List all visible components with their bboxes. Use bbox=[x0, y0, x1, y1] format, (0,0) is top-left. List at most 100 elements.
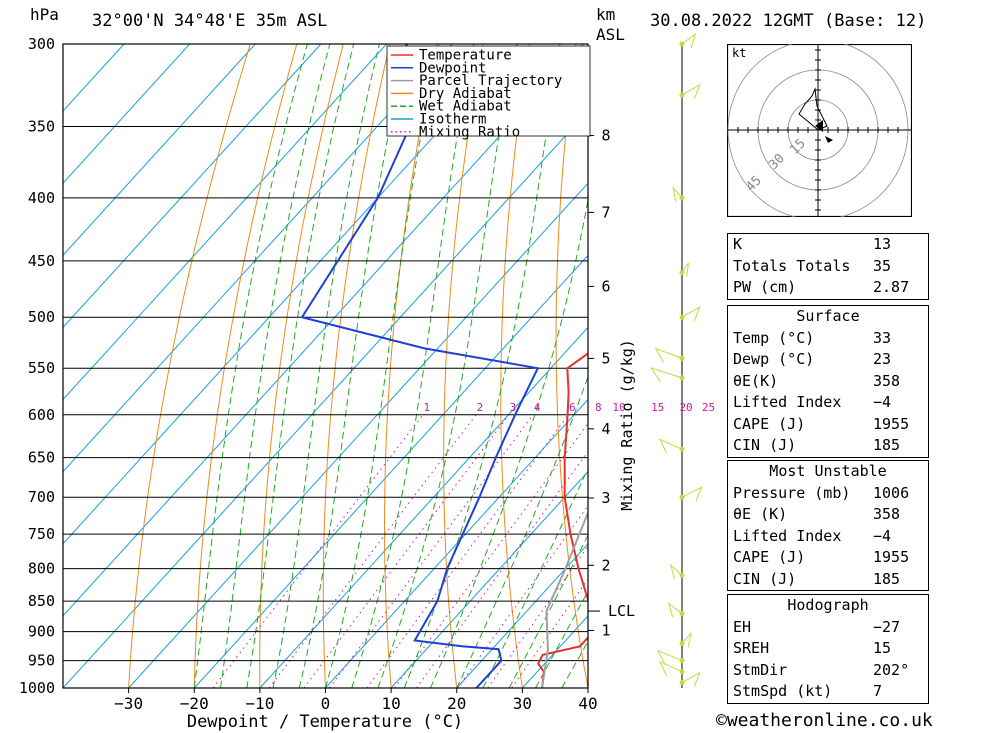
stat-value: 185 bbox=[873, 569, 901, 588]
legend-entry: Parcel Trajectory bbox=[419, 73, 562, 89]
stat-value: 7 bbox=[873, 682, 883, 700]
wind-barb bbox=[667, 602, 683, 618]
y-tick-label: 300 bbox=[28, 35, 55, 53]
km-tick-label: 2 bbox=[601, 556, 610, 574]
dewpoint-line bbox=[300, 44, 540, 688]
wind-barb bbox=[681, 631, 692, 648]
datetime-label: 30.08.2022 12GMT (Base: 12) bbox=[650, 11, 927, 31]
stat-label: Pressure (mb) bbox=[733, 483, 851, 502]
dry-adiabat-line bbox=[995, 44, 1000, 688]
mixing-ratio-line bbox=[329, 414, 534, 688]
dry-adiabat-line bbox=[193, 44, 298, 688]
hodograph-unit-label: kt bbox=[732, 46, 746, 60]
surface-table: Surface Temp (°C) 33 Dewp (°C) 23 θE(K) 358 Li… bbox=[727, 305, 929, 458]
wind-level-dot bbox=[679, 572, 685, 578]
most-unstable-title: Most Unstable bbox=[769, 462, 887, 480]
stat-row: CIN (J) 185 bbox=[728, 435, 928, 457]
stat-value: 23 bbox=[873, 350, 892, 368]
isotherm-line bbox=[63, 44, 387, 401]
y-tick-label: 400 bbox=[28, 189, 55, 207]
y-tick-label: 500 bbox=[28, 308, 55, 326]
stat-label: StmSpd (kt) bbox=[733, 682, 833, 700]
copyright-link[interactable]: ©weatheronline.co.uk bbox=[716, 710, 933, 731]
y-tick-label: 600 bbox=[28, 406, 55, 424]
isotherm-line bbox=[456, 543, 588, 688]
stat-row: CIN (J) 185 bbox=[728, 569, 928, 591]
km-tick-label: 7 bbox=[601, 203, 610, 221]
stat-row: StmSpd (kt) 7 bbox=[728, 681, 928, 703]
stat-value: 1955 bbox=[873, 548, 910, 566]
x-tick-label: −30 bbox=[114, 694, 143, 713]
x-tick-label: 40 bbox=[578, 694, 597, 713]
x-tick-label: 30 bbox=[513, 694, 532, 713]
stat-value: 202° bbox=[873, 660, 910, 679]
stat-row: CAPE (J) 1955 bbox=[728, 547, 928, 569]
legend-entry: Wet Adiabat bbox=[419, 99, 512, 115]
height-unit-asl: ASL bbox=[596, 25, 625, 44]
y-tick-label: 900 bbox=[28, 623, 55, 641]
mixing-ratio-label: 15 bbox=[651, 401, 664, 414]
stat-label: CIN (J) bbox=[733, 569, 797, 588]
stat-row: StmDir 202° bbox=[728, 660, 928, 682]
x-tick-label: 20 bbox=[447, 694, 466, 713]
parcel-trajectory-line bbox=[541, 510, 588, 688]
dry-adiabat-line bbox=[662, 44, 720, 688]
stat-row: PW (cm) 2.87 bbox=[728, 277, 928, 299]
stat-label: Totals Totals bbox=[733, 256, 851, 275]
wind-level-dot bbox=[679, 92, 685, 98]
wind-barb bbox=[681, 32, 697, 49]
stat-row: K 13 bbox=[728, 234, 928, 256]
wind-level-dot bbox=[679, 314, 685, 320]
stat-label: Lifted Index bbox=[733, 393, 842, 411]
stat-label: SREH bbox=[733, 639, 770, 657]
stat-row: Pressure (mb) 1006 bbox=[728, 483, 928, 505]
km-tick-label: 3 bbox=[601, 489, 610, 507]
km-tick-label: 1 bbox=[601, 621, 610, 639]
legend-entry: Dewpoint bbox=[419, 60, 486, 76]
stat-value: 185 bbox=[873, 436, 901, 454]
temperature-line bbox=[537, 352, 588, 688]
stat-label: θE (K) bbox=[733, 505, 788, 523]
mixing-ratio-label: 6 bbox=[569, 401, 576, 414]
wind-barb bbox=[672, 186, 683, 202]
dry-adiabat-line bbox=[443, 44, 484, 688]
mixing-ratio-line bbox=[457, 504, 588, 688]
y-tick-label: 850 bbox=[28, 592, 55, 610]
x-tick-label: −10 bbox=[245, 694, 274, 713]
stat-row: Lifted Index −4 bbox=[728, 392, 928, 414]
stat-value: 13 bbox=[873, 235, 892, 253]
location-title: 32°00'N 34°48'E 35m ASL bbox=[92, 11, 328, 31]
stat-value: −27 bbox=[873, 617, 901, 636]
y-tick-label: 650 bbox=[28, 449, 55, 467]
x-tick-label: 0 bbox=[321, 694, 331, 713]
legend-box bbox=[386, 45, 591, 137]
mixing-ratio-label: 3 bbox=[510, 401, 517, 414]
stat-label: θE(K) bbox=[733, 371, 779, 390]
height-unit-km: km bbox=[596, 5, 616, 24]
mixing-ratio-label: 25 bbox=[702, 401, 715, 414]
isotherm-line bbox=[63, 44, 191, 184]
km-tick-label: 5 bbox=[601, 349, 610, 367]
wet-adiabat-line bbox=[220, 44, 331, 688]
stat-value: 2.87 bbox=[873, 278, 910, 296]
wind-level-dot bbox=[679, 494, 685, 500]
wind-barb bbox=[658, 660, 683, 676]
mixing-ratio-label: 2 bbox=[477, 401, 484, 414]
stat-label: Dewp (°C) bbox=[733, 350, 815, 368]
stat-value: 15 bbox=[873, 639, 892, 657]
y-tick-label: 700 bbox=[28, 488, 55, 506]
dry-adiabat-line bbox=[948, 44, 1000, 688]
wind-barb bbox=[681, 486, 703, 502]
surface-title: Surface bbox=[796, 307, 860, 325]
wind-barb bbox=[658, 438, 683, 454]
wet-adiabat-line bbox=[272, 44, 380, 688]
wind-barb bbox=[681, 83, 701, 100]
stat-label: Temp (°C) bbox=[733, 328, 815, 347]
wind-level-dot bbox=[679, 640, 685, 646]
legend-entry: Dry Adiabat bbox=[419, 86, 512, 102]
wind-barb bbox=[649, 366, 683, 383]
isotherm-line bbox=[63, 110, 588, 688]
mixing-ratio-line bbox=[487, 545, 588, 688]
legend-entry: Isotherm bbox=[419, 112, 486, 128]
